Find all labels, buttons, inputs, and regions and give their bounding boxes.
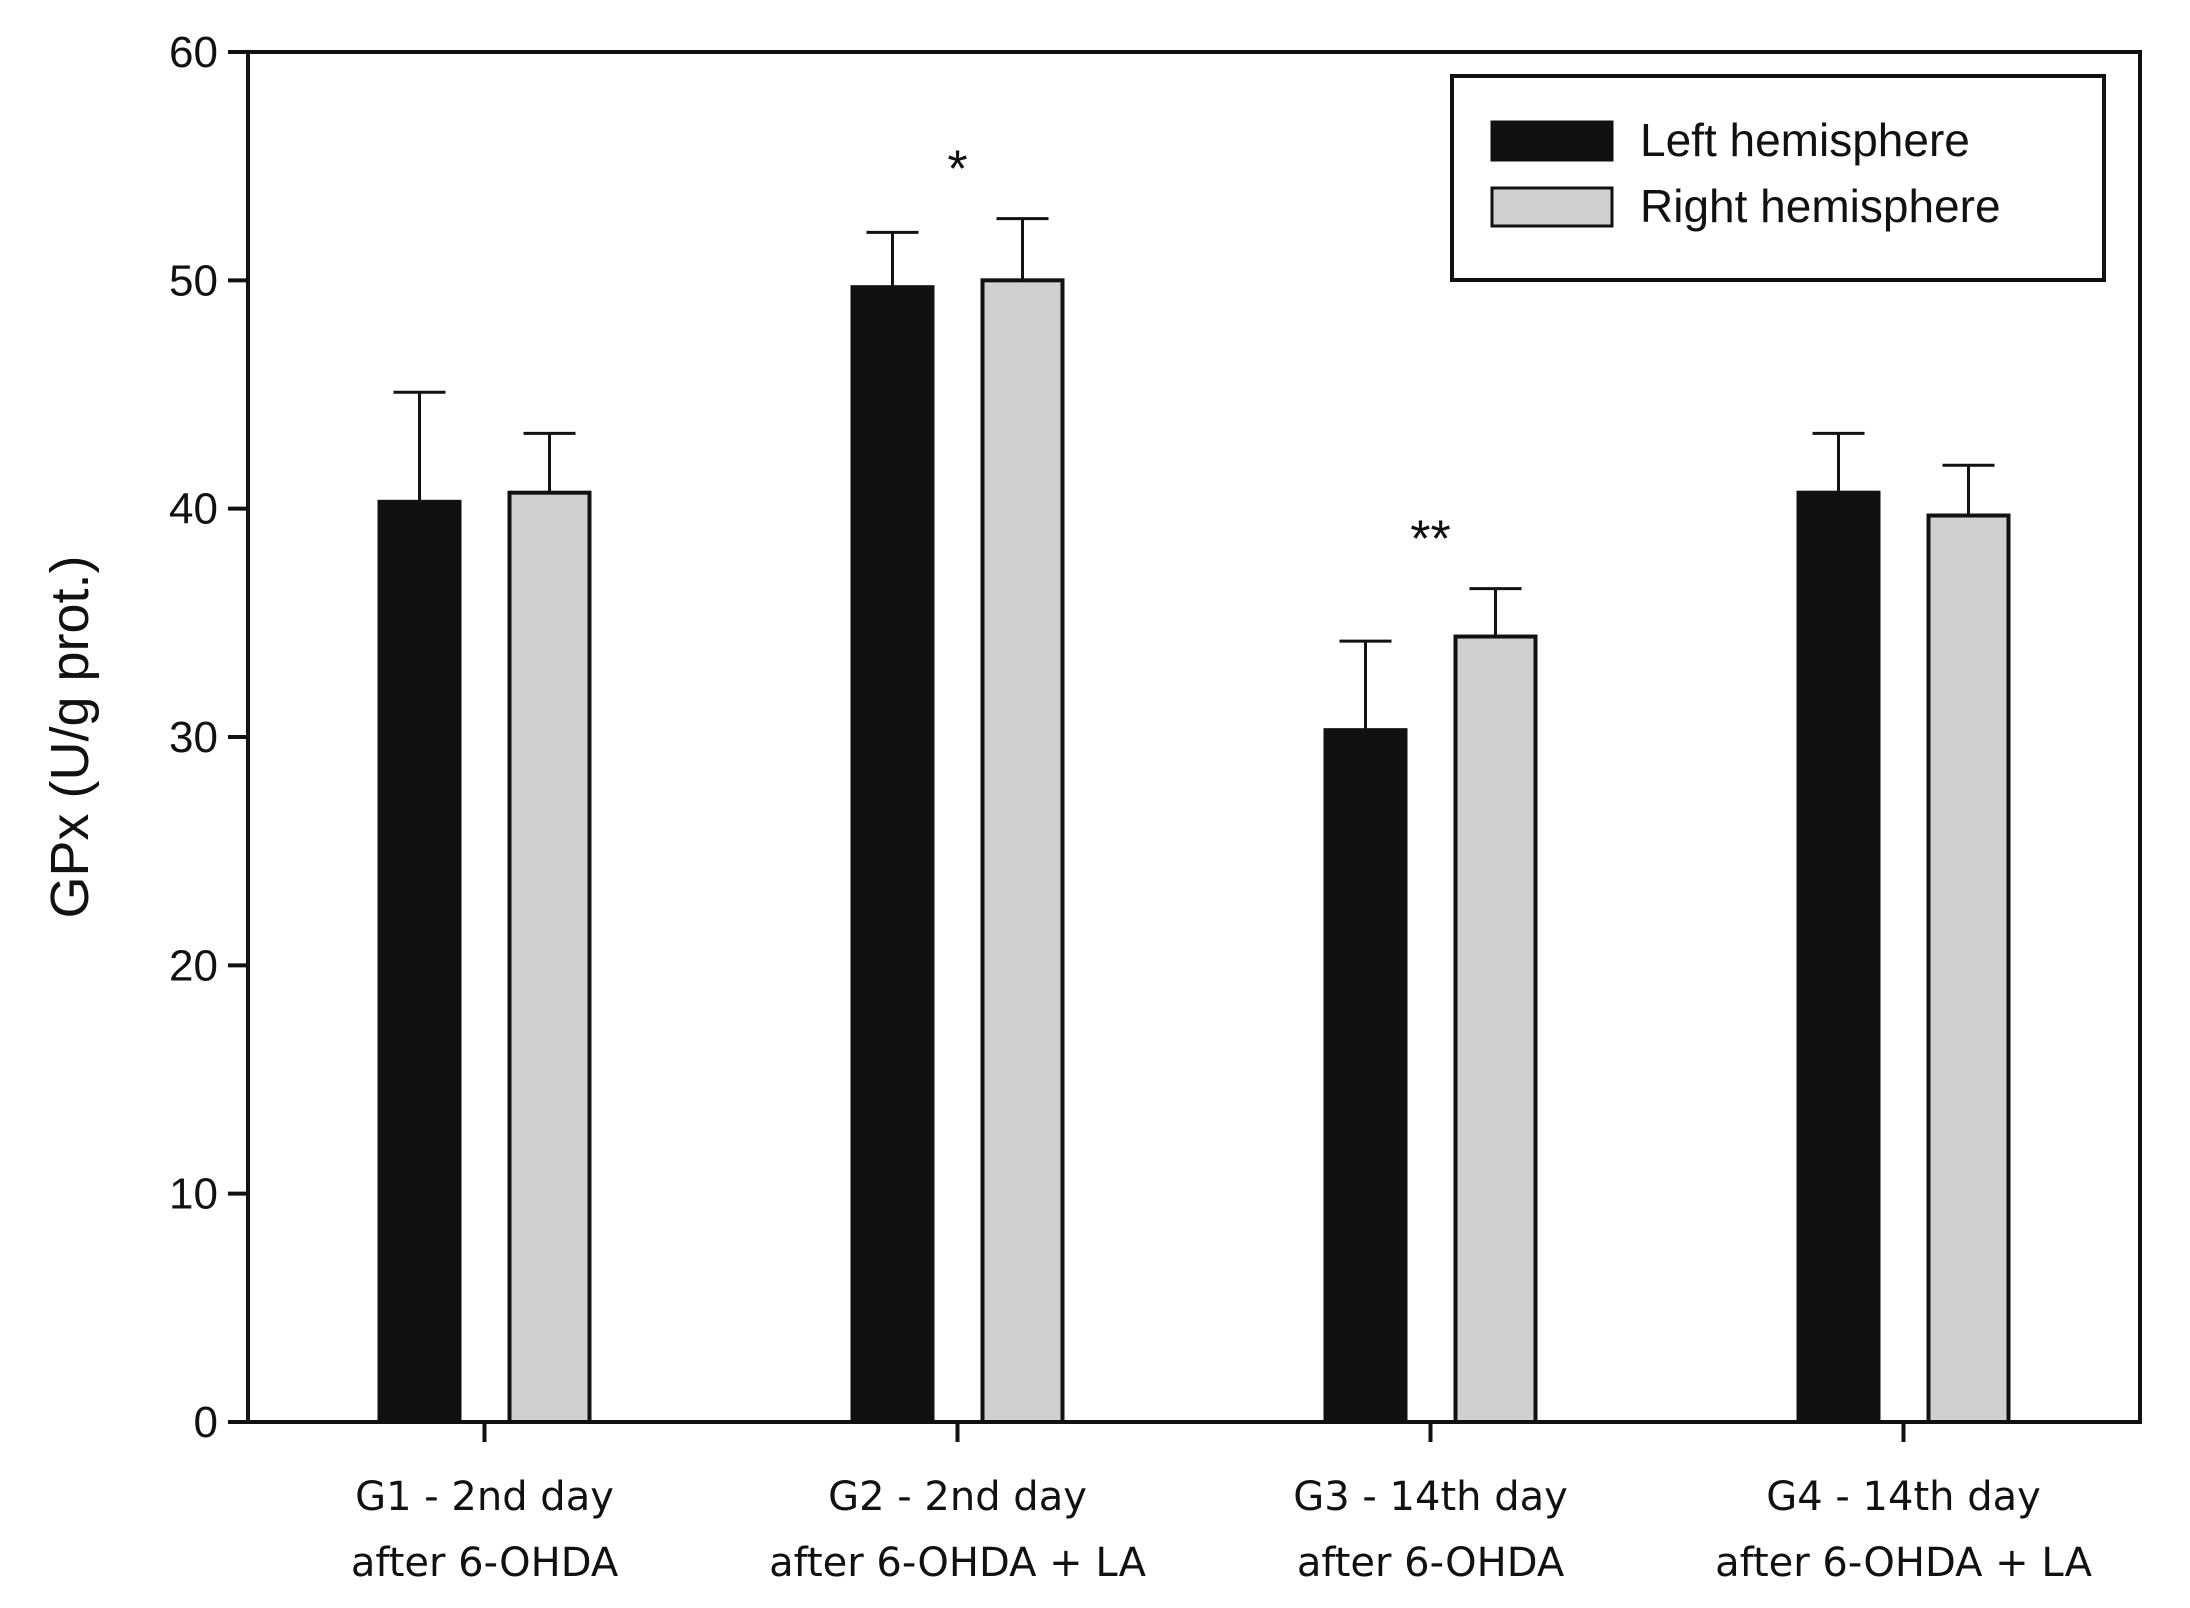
x-tick-label: G1 - 2nd day after 6-OHDA [351, 1474, 619, 1586]
y-tick-label: 40 [169, 485, 218, 534]
legend-label: Right hemisphere [1640, 180, 2001, 232]
bar-right-hemisphere [1926, 513, 2011, 1424]
bar-right-hemisphere [980, 278, 1065, 1424]
x-tick-label: G3 - 14th day after 6-OHDA [1293, 1474, 1568, 1586]
bar-right-hemisphere [1453, 634, 1538, 1424]
legend-box [1450, 74, 2106, 282]
y-tick-label: 0 [194, 1398, 218, 1447]
bars-layer [377, 278, 2011, 1425]
legend: Left hemisphere Right hemisphere [1450, 74, 2106, 282]
y-tick-label: 60 [169, 28, 218, 77]
x-tick-label: G2 - 2nd day after 6-OHDA + LA [769, 1474, 1147, 1586]
x-tick-label: G4 - 14th day after 6-OHDA + LA [1715, 1474, 2093, 1586]
y-tick-label: 10 [169, 1170, 218, 1219]
legend-label: Left hemisphere [1640, 114, 1970, 166]
y-tick-label: 20 [169, 941, 218, 990]
bar-left-hemisphere [850, 285, 935, 1424]
legend-swatch-right [1490, 186, 1614, 228]
y-tick-label: 30 [169, 713, 218, 762]
significance-marker: * [947, 141, 967, 199]
error-bars-layer [393, 217, 1995, 731]
significance-annotations: *** [947, 141, 1450, 569]
y-axis: 0 10 20 30 40 50 60 [169, 28, 248, 1447]
bar-left-hemisphere [1796, 490, 1881, 1424]
legend-swatch-left [1490, 120, 1614, 162]
y-axis-label: GPx (U/g prot.) [40, 555, 100, 918]
bar-left-hemisphere [1323, 728, 1408, 1424]
y-tick-label: 50 [169, 256, 218, 305]
significance-marker: ** [1410, 511, 1450, 569]
bar-left-hemisphere [377, 499, 462, 1425]
x-axis: G1 - 2nd day after 6-OHDA G2 - 2nd day afte… [351, 1422, 2093, 1586]
bar-right-hemisphere [507, 490, 592, 1424]
